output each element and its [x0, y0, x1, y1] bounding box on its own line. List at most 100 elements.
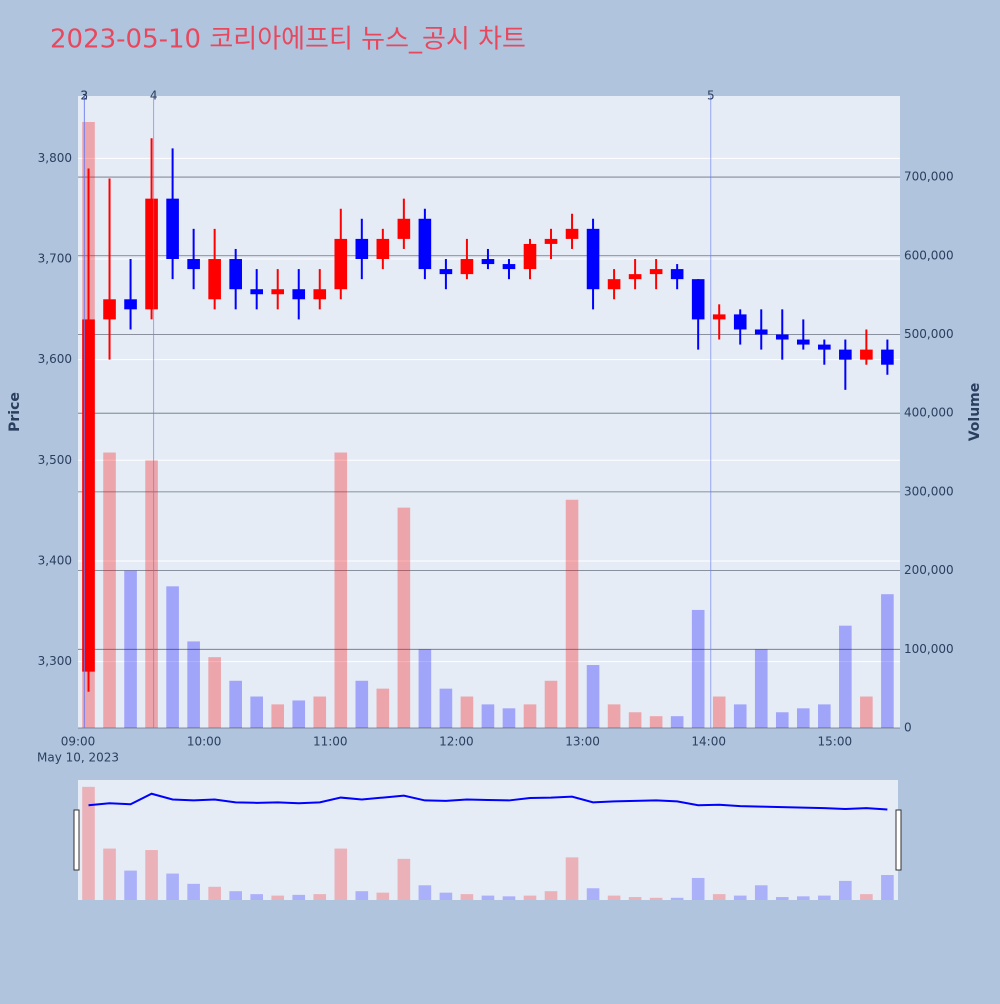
y-axis-title: Price [7, 392, 23, 432]
slider-volume-bar [628, 897, 642, 900]
candle-body [418, 218, 432, 270]
volume-bar [229, 680, 242, 728]
slider-volume-bar [544, 891, 558, 900]
slider-volume-bar [796, 896, 810, 900]
candle-body [103, 299, 116, 320]
slider-volume-bar [292, 894, 306, 900]
volume-bar [481, 704, 495, 728]
volume-bar [208, 657, 221, 728]
candle-body [691, 279, 705, 320]
plot-area [78, 96, 900, 728]
candle-body [124, 299, 137, 310]
volume-bar [124, 570, 137, 728]
annotation-label: 2 [80, 89, 88, 103]
slider-volume-bar [586, 888, 600, 900]
volume-bar [145, 460, 158, 728]
candle-body [460, 259, 474, 275]
x-tick-label: 11:00 [313, 735, 348, 749]
slider-volume-bar [271, 895, 285, 900]
slider-volume-bar [775, 897, 789, 900]
slider-volume-bar [187, 883, 200, 900]
slider-volume-bar [860, 894, 873, 900]
slider-volume-bar [881, 875, 894, 900]
candle-body [818, 344, 831, 350]
candle-body [229, 259, 242, 290]
slider-volume-bar [250, 894, 264, 900]
volume-bar [649, 716, 663, 728]
candle-body [82, 319, 95, 672]
candle-body [334, 238, 348, 290]
slider-volume-bar [481, 895, 495, 900]
slider-volume-bar [334, 848, 348, 900]
slider-handle[interactable] [73, 809, 80, 871]
annotation-label: 5 [707, 89, 715, 103]
volume-bar [839, 625, 852, 728]
x-tick-label: 15:00 [818, 735, 853, 749]
slider-volume-bar [418, 885, 432, 900]
y2-tick-label: 200,000 [904, 563, 954, 577]
volume-bar [271, 704, 285, 728]
volume-bar [775, 712, 789, 728]
candle-body [439, 269, 453, 275]
slider-volume-bar [208, 886, 221, 900]
slider-handle[interactable] [895, 809, 902, 871]
slider-volume-bar [355, 891, 369, 900]
volume-bar [334, 452, 348, 728]
chart-title: 2023-05-10 코리아에프티 뉴스_공시 차트 [50, 25, 526, 55]
slider-volume-bar [712, 894, 726, 900]
x-tick-label: 14:00 [691, 735, 726, 749]
slider-volume-bar [733, 895, 747, 900]
y-tick-label: 3,400 [38, 553, 72, 567]
candle-body [649, 269, 663, 275]
y2-tick-label: 100,000 [904, 642, 954, 656]
volume-bar [460, 696, 474, 728]
volume-bar [586, 665, 600, 728]
volume-bar [355, 680, 369, 728]
x-tick-label: 12:00 [439, 735, 474, 749]
slider-volume-bar [839, 880, 852, 900]
slider-volume-bar [313, 894, 327, 900]
range-slider[interactable] [78, 780, 898, 900]
y2-tick-label: 400,000 [904, 406, 954, 420]
candle-body [839, 349, 852, 360]
volume-bar [733, 704, 747, 728]
y2-axis-title: Volume [967, 383, 983, 442]
slider-volume-bar [229, 891, 242, 900]
volume-bar [691, 609, 705, 728]
candle-body [775, 334, 789, 340]
volume-bar [292, 700, 306, 728]
volume-bar [670, 716, 684, 728]
volume-bar [187, 641, 200, 728]
volume-bar [881, 594, 894, 728]
volume-bar [250, 696, 264, 728]
y2-tick-label: 300,000 [904, 484, 954, 498]
volume-bar [628, 712, 642, 728]
candle-body [313, 289, 327, 300]
candle-body [292, 289, 306, 300]
volume-bar [313, 696, 327, 728]
volume-bar [860, 696, 873, 728]
candle-body [502, 264, 516, 270]
candle-body [628, 274, 642, 280]
volume-bar [418, 649, 432, 728]
slider-volume-bar [397, 858, 411, 900]
candle-body [187, 259, 200, 270]
candle-body [397, 218, 411, 239]
volume-bar [502, 708, 516, 728]
candle-body [565, 228, 579, 239]
slider-volume-bar [376, 892, 390, 900]
volume-bar [565, 499, 579, 728]
volume-bar [544, 680, 558, 728]
y-tick-label: 3,600 [38, 352, 72, 366]
annotation-label: 3 [80, 89, 88, 103]
volume-bar [712, 696, 726, 728]
y-tick-label: 3,300 [38, 654, 72, 668]
candle-body [544, 238, 558, 244]
y-tick-label: 3,700 [38, 252, 72, 266]
volume-bar [397, 507, 411, 728]
candle-body [376, 238, 390, 260]
slider-volume-bar [145, 850, 158, 900]
candle-body [881, 349, 894, 365]
y2-tick-label: 500,000 [904, 327, 954, 341]
y2-tick-label: 0 [904, 721, 912, 735]
